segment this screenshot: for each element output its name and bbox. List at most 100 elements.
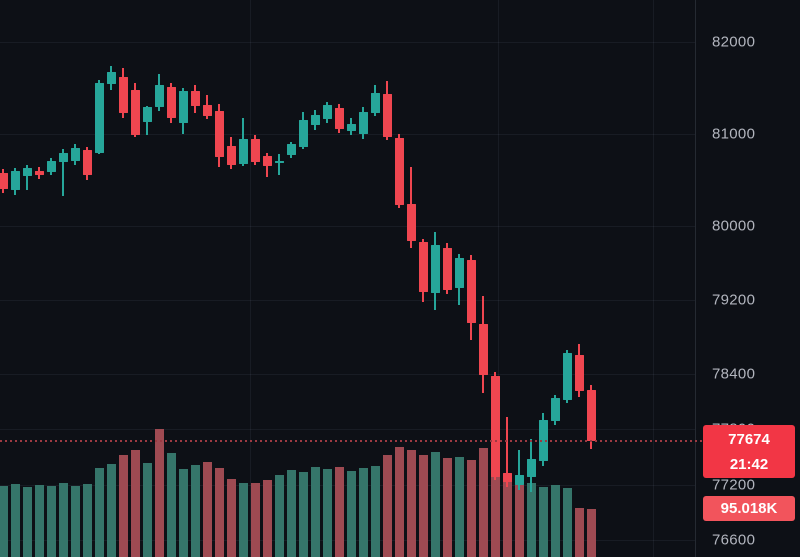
candle-body xyxy=(214,111,224,158)
volume-bar xyxy=(490,415,500,557)
candle-body xyxy=(358,112,368,135)
candle-body xyxy=(10,171,20,191)
gridline-vertical xyxy=(250,0,251,557)
volume-bar xyxy=(250,483,260,557)
price-axis-label: 79200 xyxy=(712,291,756,309)
candle-body xyxy=(118,76,128,113)
price-badge-value: 77674 xyxy=(728,430,770,448)
volume-bar xyxy=(334,467,344,557)
volume-bar xyxy=(226,479,236,557)
gridline-horizontal xyxy=(0,373,695,375)
candle-body xyxy=(454,257,464,289)
candle-body xyxy=(46,160,56,172)
candle-body xyxy=(442,247,452,290)
volume-bar xyxy=(586,509,596,557)
candle-body xyxy=(58,152,68,162)
gridline-horizontal xyxy=(0,300,695,302)
candle-body xyxy=(406,204,416,242)
candle-body xyxy=(154,85,164,108)
current-price-line xyxy=(0,440,703,442)
candle-body xyxy=(238,138,248,164)
candle-body xyxy=(346,124,356,132)
volume-bar xyxy=(22,487,32,557)
current-price-badge: 77674 21:42 xyxy=(703,425,795,478)
candle-body xyxy=(70,147,80,161)
candle-body xyxy=(334,108,344,129)
candle-body xyxy=(382,93,392,137)
candle-body xyxy=(370,92,380,113)
volume-bar xyxy=(142,463,152,557)
volume-bar xyxy=(130,450,140,557)
volume-bar xyxy=(238,483,248,557)
volume-bar xyxy=(118,455,128,557)
price-axis-label: 78400 xyxy=(712,365,756,383)
volume-bar xyxy=(286,470,296,557)
volume-bar xyxy=(70,486,80,557)
price-axis-label: 80000 xyxy=(712,217,756,235)
volume-bar xyxy=(538,487,548,557)
candle-body xyxy=(586,390,596,441)
candle-wick xyxy=(26,165,28,191)
price-axis-label: 82000 xyxy=(712,33,756,51)
price-axis-label: 81000 xyxy=(712,125,756,143)
candle-body xyxy=(502,472,512,482)
volume-bar xyxy=(106,464,116,557)
candle-body xyxy=(286,144,296,156)
price-axis-border xyxy=(695,0,696,557)
candle-body xyxy=(34,171,44,175)
candle-wick xyxy=(278,154,280,175)
gridline-vertical xyxy=(653,0,654,557)
candle-body xyxy=(310,114,320,125)
candle-body xyxy=(94,83,104,153)
candle-wick xyxy=(62,148,64,196)
volume-bar xyxy=(562,488,572,557)
volume-bar xyxy=(322,469,332,557)
volume-bar xyxy=(502,479,512,557)
gridline-horizontal xyxy=(0,134,695,136)
volume-bar xyxy=(46,486,56,557)
volume-bar xyxy=(190,465,200,557)
gridline-horizontal xyxy=(0,429,695,431)
candle-body xyxy=(130,89,140,136)
price-axis-label: 76600 xyxy=(712,531,756,549)
candle-body xyxy=(250,138,260,162)
volume-bar xyxy=(454,457,464,557)
volume-bar xyxy=(10,484,20,557)
price-axis-label: 77200 xyxy=(712,476,756,493)
candle-body xyxy=(562,352,572,400)
candle-body xyxy=(430,244,440,293)
volume-bar xyxy=(178,469,188,557)
volume-bar xyxy=(262,480,272,557)
candle-body xyxy=(514,475,524,486)
candle-body xyxy=(178,90,188,124)
candle-wick xyxy=(506,417,508,488)
volume-bar xyxy=(550,485,560,557)
volume-bar xyxy=(214,468,224,557)
candle-body xyxy=(322,104,332,120)
candle-body xyxy=(142,107,152,123)
candle-body xyxy=(526,458,536,478)
volume-bar xyxy=(418,455,428,557)
volume-bar xyxy=(526,483,536,557)
volume-bar xyxy=(406,450,416,557)
candle-body xyxy=(490,375,500,478)
candle-body xyxy=(394,137,404,206)
candle-body xyxy=(202,104,212,116)
candle-body xyxy=(106,72,116,85)
volume-bar xyxy=(0,486,8,557)
volume-badge-value: 95.018K xyxy=(720,500,778,517)
volume-bar xyxy=(310,467,320,557)
volume-bar xyxy=(478,448,488,557)
volume-bar xyxy=(58,483,68,557)
candle-body xyxy=(298,120,308,148)
candle-body xyxy=(478,324,488,375)
candle-body xyxy=(190,90,200,106)
volume-bar xyxy=(34,485,44,557)
volume-bar xyxy=(346,471,356,557)
volume-bar xyxy=(82,484,92,557)
candle-body xyxy=(262,156,272,167)
candle-body xyxy=(574,355,584,392)
volume-bar xyxy=(154,429,164,557)
volume-bar xyxy=(466,460,476,557)
